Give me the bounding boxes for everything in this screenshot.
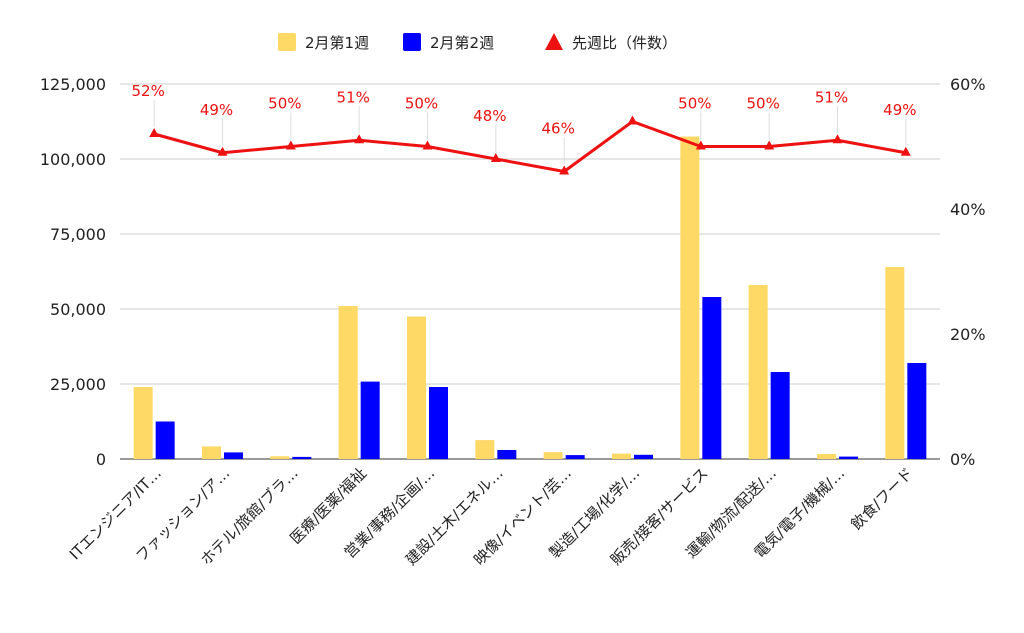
data-label: 46%	[541, 120, 574, 138]
bar-week1	[202, 446, 221, 459]
right-tick-label: 0%	[950, 450, 975, 469]
data-label: 48%	[473, 107, 506, 125]
ratio-point	[354, 134, 365, 144]
data-label: 52%	[131, 82, 164, 100]
bar-week2	[634, 454, 653, 459]
bar-week2	[770, 372, 790, 459]
ratio-point	[559, 165, 570, 175]
category-labels: ITエンジニア/IT…ファッション/ア…ホテル/旅館/ブラ…医療/医薬/福祉営業…	[66, 464, 917, 569]
legend: 2月第1週 2月第2週 先週比（件数）	[278, 33, 677, 52]
left-tick-label: 125,000	[40, 75, 106, 94]
legend-label: 2月第1週	[305, 34, 369, 52]
ratio-point	[695, 140, 706, 150]
left-axis: 0 25,000 50,000 75,000 100,000 125,000	[40, 75, 106, 469]
bar-week2	[497, 450, 517, 459]
bar-week2	[565, 455, 585, 459]
right-tick-label: 40%	[950, 200, 986, 219]
data-label: 49%	[883, 101, 916, 119]
right-tick-label: 60%	[950, 75, 986, 94]
bar-week1	[475, 440, 495, 459]
ratio-line-path	[153, 120, 907, 173]
right-tick-label: 20%	[950, 325, 986, 344]
ratio-point	[832, 134, 843, 144]
data-label: 50%	[678, 95, 711, 113]
bar-week1	[612, 453, 631, 459]
bar-week1	[407, 316, 426, 459]
bar-week2	[702, 297, 722, 459]
left-tick-label: 50,000	[50, 300, 106, 319]
bar-week2	[429, 387, 448, 459]
left-tick-label: 25,000	[50, 375, 106, 394]
legend-label: 2月第2週	[430, 34, 494, 52]
data-label: 51%	[815, 88, 848, 106]
bar-week2	[839, 456, 858, 459]
legend-swatch	[403, 33, 421, 51]
bar-week1	[270, 456, 290, 459]
data-label: 49%	[200, 101, 233, 119]
bar-week1	[133, 387, 153, 459]
bar-week2	[292, 456, 312, 459]
ratio-point	[422, 140, 433, 150]
data-label: 50%	[405, 95, 438, 113]
left-tick-label: 0	[96, 450, 106, 469]
bar-week2	[907, 363, 927, 459]
ratio-point	[285, 140, 296, 150]
data-label: 50%	[746, 95, 779, 113]
grid	[120, 83, 940, 460]
ratio-line: 52% 49% 50% 51% 50% 48% 46% 50% 50% 51% 49%	[131, 82, 917, 175]
bar-week2	[224, 452, 243, 459]
ratio-point	[149, 128, 160, 137]
bar-week2	[155, 421, 175, 459]
bar-week1	[543, 452, 563, 459]
category-label: 飲食/フード	[847, 464, 916, 533]
data-label: 50%	[268, 95, 301, 113]
legend-marker	[545, 33, 563, 50]
right-axis: 0% 20% 40% 60%	[950, 75, 986, 469]
ratio-point	[217, 146, 228, 156]
ratio-point	[764, 140, 775, 150]
bar-week1	[885, 267, 905, 459]
ratio-point	[490, 153, 501, 162]
ratio-point	[900, 146, 911, 156]
bar-week1	[748, 285, 768, 459]
bar-week1	[338, 306, 358, 459]
left-tick-label: 100,000	[40, 150, 106, 169]
ratio-point	[627, 115, 638, 125]
bar-week1	[680, 136, 700, 459]
bar-week2	[360, 381, 380, 459]
bars	[133, 136, 927, 459]
legend-label: 先週比（件数）	[572, 34, 677, 52]
legend-swatch	[278, 33, 296, 51]
left-tick-label: 75,000	[50, 225, 106, 244]
bar-week1	[817, 453, 836, 459]
data-label: 51%	[336, 88, 369, 106]
